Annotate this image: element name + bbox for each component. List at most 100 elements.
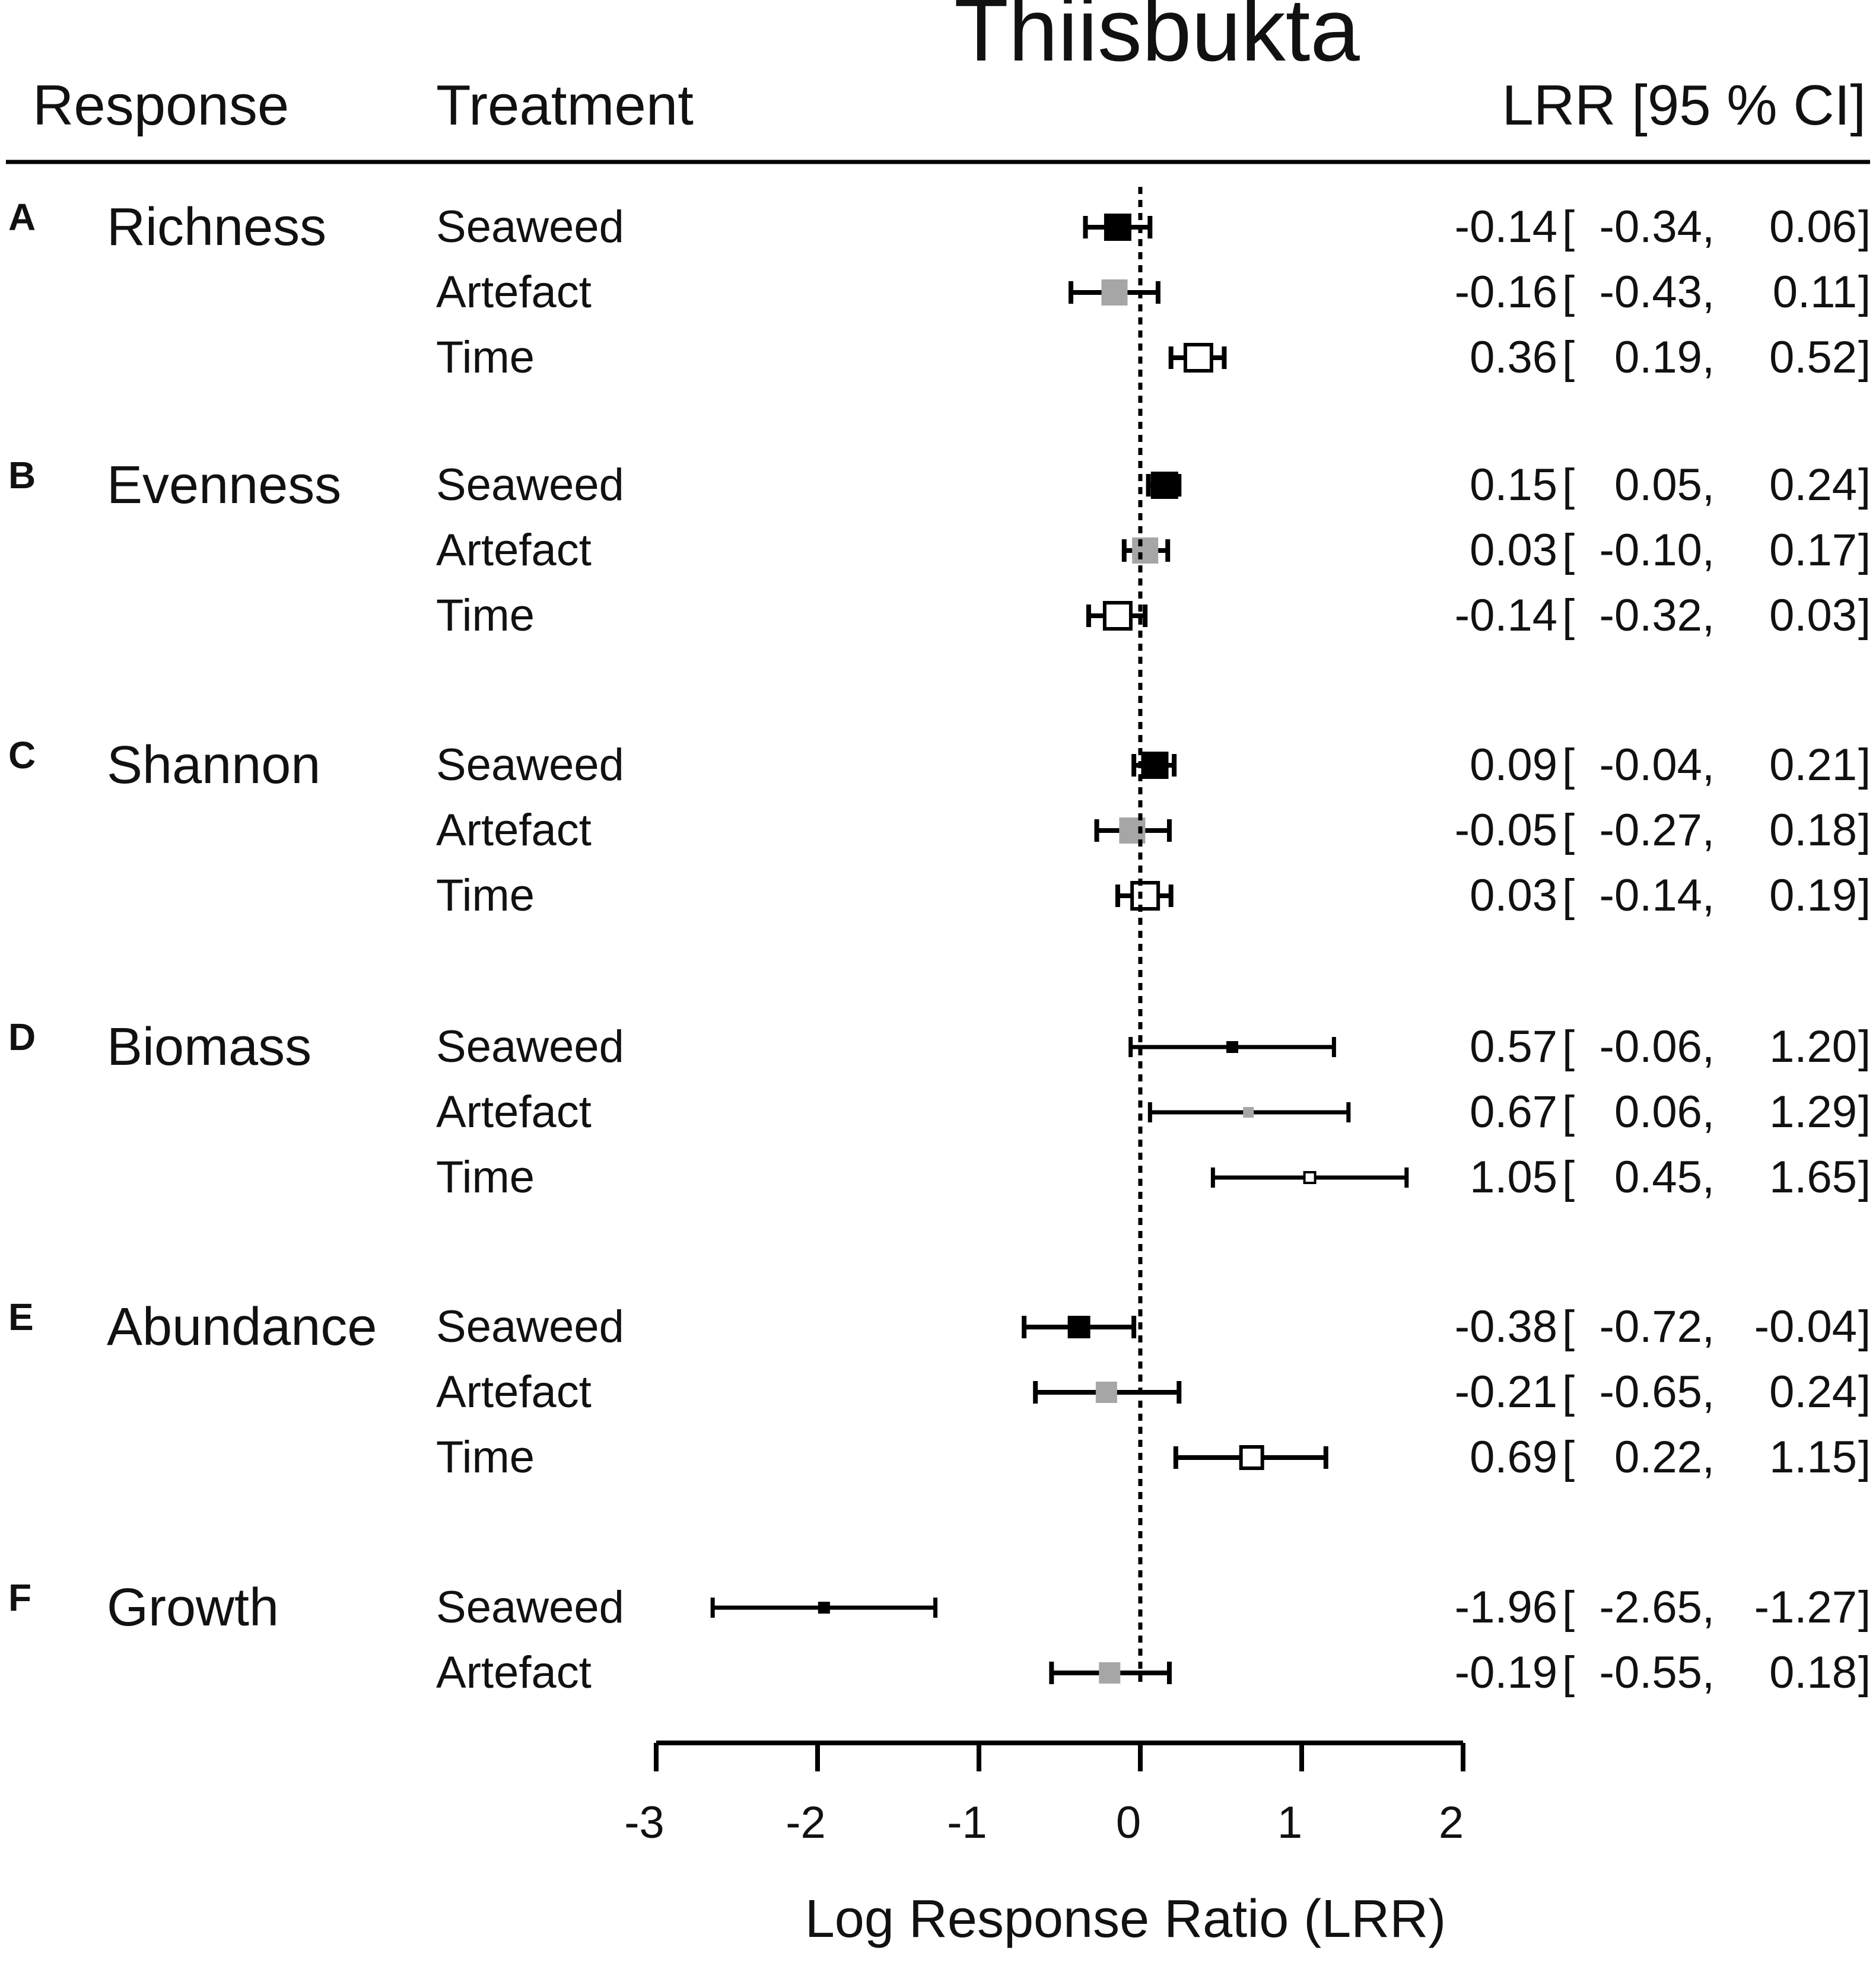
ci-bracket-open: [	[1562, 202, 1575, 252]
point-estimate	[1099, 1662, 1121, 1684]
ci-upper: 1.15	[1769, 1432, 1857, 1482]
row-seaweed: Seaweed -0.38[-0.72, -0.04]	[436, 1302, 1871, 1352]
treatment-label: Time	[436, 332, 535, 383]
group-growth: F Growth Seaweed -1.96[-2.65, -1.27]Artefact…	[8, 1576, 1871, 1698]
ci-lower: 0.19,	[1614, 332, 1715, 383]
ci-bracket-open: [	[1562, 1367, 1575, 1417]
point-estimate	[1067, 1316, 1090, 1338]
ci-lower: -2.65,	[1600, 1582, 1715, 1633]
panel-letter: D	[8, 1016, 36, 1058]
ci-bracket-close: ]	[1858, 1647, 1871, 1698]
lrr-value: -0.05	[1455, 805, 1557, 855]
x-tick-label: -2	[786, 1797, 826, 1848]
ci-bracket-close: ]	[1858, 332, 1871, 383]
point-estimate	[1239, 1445, 1264, 1470]
row-seaweed: Seaweed -0.14[-0.34, 0.06]	[436, 202, 1871, 252]
treatment-label: Time	[436, 870, 535, 921]
treatment-label: Time	[436, 1432, 535, 1482]
ci-bracket-open: [	[1562, 525, 1575, 575]
ci-lower: -0.65,	[1600, 1367, 1715, 1417]
point-estimate	[1150, 472, 1178, 499]
row-time: Time 0.69[0.22, 1.15]	[436, 1432, 1871, 1482]
panel-letter: A	[8, 196, 36, 238]
lrr-value: 1.05	[1470, 1152, 1557, 1202]
ci-upper: 1.20	[1769, 1022, 1857, 1072]
panel-letter: C	[8, 734, 36, 777]
ci-bracket-open: [	[1562, 1087, 1575, 1137]
ci-upper: 0.21	[1769, 740, 1857, 790]
row-seaweed: Seaweed 0.15[0.05, 0.24]	[436, 460, 1871, 510]
row-artefact: Artefact -0.19[-0.55, 0.18]	[436, 1647, 1871, 1698]
ci-lower: -0.06,	[1600, 1022, 1715, 1072]
lrr-value: -0.19	[1455, 1647, 1557, 1698]
x-tick-label: 1	[1277, 1797, 1302, 1848]
point-estimate	[1095, 1382, 1117, 1403]
x-tick-label: 2	[1439, 1797, 1464, 1848]
ci-bracket-open: [	[1562, 1582, 1575, 1633]
point-estimate	[1226, 1041, 1239, 1053]
ci-upper: 0.18	[1769, 805, 1857, 855]
ci-upper: 0.18	[1769, 1647, 1857, 1698]
ci-lower: -0.43,	[1600, 267, 1715, 317]
treatment-label: Artefact	[436, 805, 592, 855]
lrr-value: -1.96	[1455, 1582, 1557, 1633]
ci-bracket-open: [	[1562, 805, 1575, 855]
ci-upper: 0.03	[1769, 590, 1857, 641]
x-tick-label: 0	[1116, 1797, 1141, 1848]
ci-lower: -0.04,	[1600, 740, 1715, 790]
ci-bracket-close: ]	[1858, 460, 1871, 510]
treatment-label: Artefact	[436, 1087, 592, 1137]
point-estimate	[1130, 881, 1160, 911]
lrr-value: -0.14	[1455, 202, 1557, 252]
chart-title: Thiisbukta	[954, 0, 1360, 79]
ci-bracket-close: ]	[1858, 590, 1871, 641]
treatment-label: Seaweed	[436, 740, 624, 790]
treatment-label: Seaweed	[436, 1302, 624, 1352]
ci-bracket-close: ]	[1858, 870, 1871, 921]
ci-bracket-close: ]	[1858, 740, 1871, 790]
header-treatment: Treatment	[436, 74, 694, 137]
lrr-value: 0.09	[1470, 740, 1557, 790]
point-estimate	[1141, 752, 1169, 779]
ci-upper: 1.65	[1769, 1152, 1857, 1202]
x-axis-title: Log Response Ratio (LRR)	[805, 1889, 1446, 1949]
ci-bracket-close: ]	[1858, 1302, 1871, 1352]
lrr-value: -0.14	[1455, 590, 1557, 641]
response-label: Growth	[107, 1578, 279, 1637]
point-estimate	[1132, 537, 1159, 564]
response-label: Abundance	[107, 1297, 377, 1357]
group-shannon: C Shannon Seaweed 0.09[-0.04, 0.21]Artefact -…	[8, 734, 1871, 921]
response-label: Richness	[107, 198, 326, 257]
ci-lower: -0.27,	[1600, 805, 1715, 855]
ci-bracket-close: ]	[1858, 1582, 1871, 1633]
lrr-value: 0.15	[1470, 460, 1557, 510]
ci-bracket-close: ]	[1858, 1432, 1871, 1482]
ci-bracket-open: [	[1562, 267, 1575, 317]
row-artefact: Artefact -0.21[-0.65, 0.24]	[436, 1367, 1871, 1417]
ci-lower: 0.45,	[1614, 1152, 1715, 1202]
ci-bracket-close: ]	[1858, 1022, 1871, 1072]
ci-bracket-open: [	[1562, 1022, 1575, 1072]
ci-upper: 0.24	[1769, 460, 1857, 510]
ci-lower: 0.22,	[1614, 1432, 1715, 1482]
group-evenness: B Evenness Seaweed 0.15[0.05, 0.24]Artefact 0…	[8, 454, 1871, 641]
ci-bracket-open: [	[1562, 1152, 1575, 1202]
x-tick-label: -3	[624, 1797, 664, 1848]
row-time: Time -0.14[-0.32, 0.03]	[436, 590, 1871, 641]
ci-upper: 0.06	[1769, 202, 1857, 252]
ci-bracket-open: [	[1562, 740, 1575, 790]
ci-bracket-close: ]	[1858, 805, 1871, 855]
treatment-label: Artefact	[436, 525, 592, 575]
row-artefact: Artefact 0.67[0.06, 1.29]	[436, 1087, 1871, 1137]
ci-upper: 0.17	[1769, 525, 1857, 575]
lrr-value: -0.16	[1455, 267, 1557, 317]
ci-bracket-open: [	[1562, 1432, 1575, 1482]
treatment-label: Time	[436, 1152, 535, 1202]
ci-upper: 0.24	[1769, 1367, 1857, 1417]
ci-upper: 0.52	[1769, 332, 1857, 383]
lrr-value: 0.03	[1470, 525, 1557, 575]
ci-upper: -0.04	[1754, 1302, 1857, 1352]
lrr-value: 0.57	[1470, 1022, 1557, 1072]
treatment-label: Artefact	[436, 1367, 592, 1417]
